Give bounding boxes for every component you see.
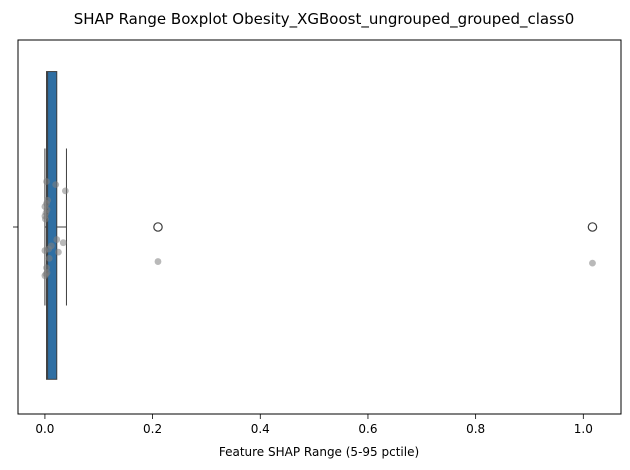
data-point [59, 239, 67, 247]
data-point [589, 259, 596, 267]
x-tick-label: 0.4 [251, 422, 270, 436]
data-point [54, 248, 62, 256]
data-point [41, 247, 49, 254]
data-point [53, 236, 61, 243]
x-axis-label: Feature SHAP Range (5-95 pctile) [219, 445, 419, 459]
x-tick-label: 0.2 [143, 422, 162, 436]
data-point [43, 269, 51, 276]
data-point [41, 212, 49, 220]
data-point [61, 187, 69, 195]
data-point [154, 258, 162, 265]
x-tick-label: 0.8 [466, 422, 485, 436]
outlier-marker [153, 222, 163, 232]
chart-title: SHAP Range Boxplot Obesity_XGBoost_ungro… [74, 10, 575, 29]
axes-frame [17, 39, 622, 415]
plot-area [41, 71, 598, 380]
data-point [43, 178, 50, 185]
outlier-marker [587, 222, 598, 232]
x-axis: 0.0 0.2 0.4 0.6 0.8 1.0 [35, 414, 593, 436]
x-tick-label: 0.0 [35, 422, 54, 436]
x-tick-label: 0.6 [358, 422, 377, 436]
box [46, 71, 58, 380]
x-tick-label: 1.0 [574, 422, 593, 436]
data-point [52, 181, 60, 189]
data-point [45, 255, 53, 262]
